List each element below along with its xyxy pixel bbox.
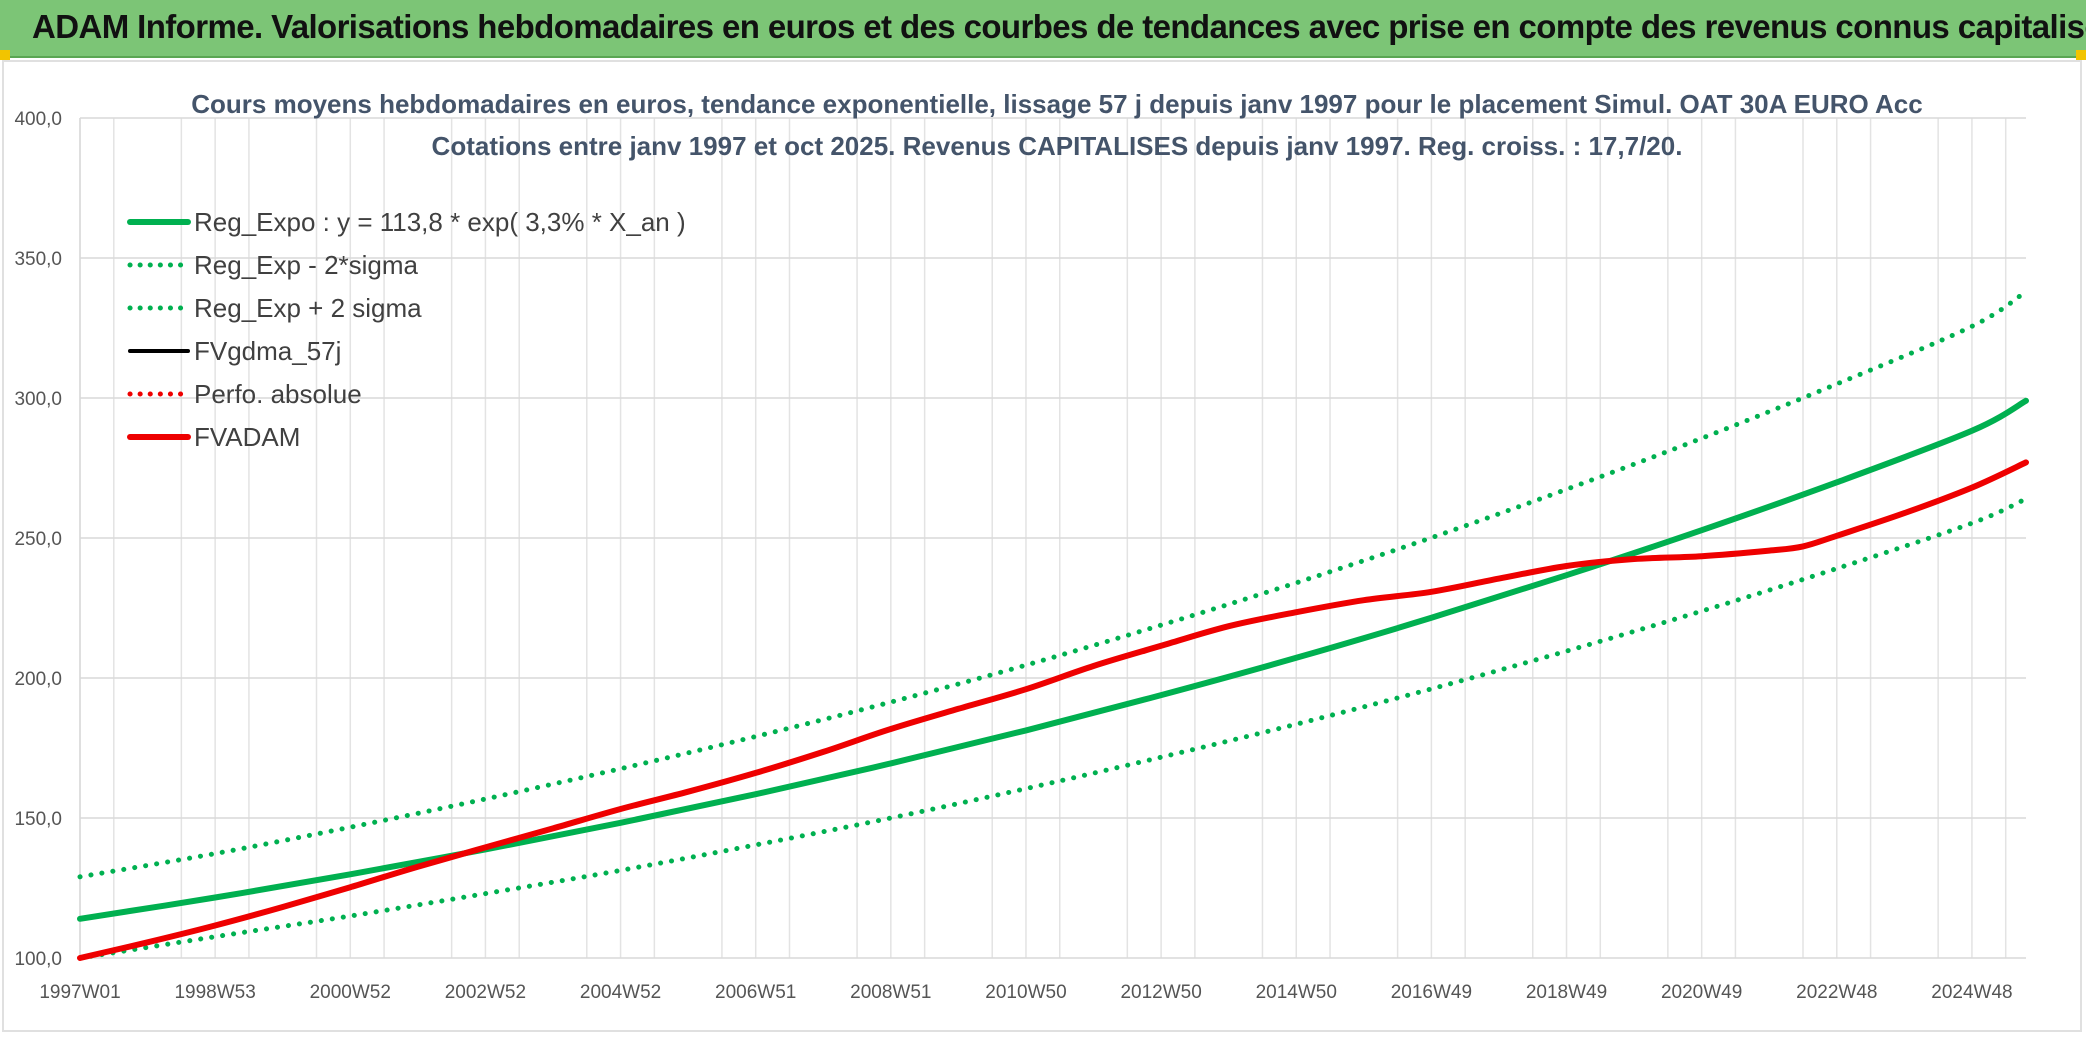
y-tick-label: 400,0 <box>14 109 62 130</box>
corner-marker-top-right <box>2076 50 2086 60</box>
series-line-3 <box>77 289 2029 880</box>
report-header: ADAM Informe. Valorisations hebdomadaire… <box>0 0 2086 58</box>
gridlines <box>79 117 2026 959</box>
x-tick-label: 1998W53 <box>174 982 255 1003</box>
legend: Reg_Expo : y = 113,8 * exp( 3,3% * X_an … <box>127 207 686 452</box>
y-tick-label: 150,0 <box>14 809 62 830</box>
series-line-2 <box>77 496 2029 961</box>
legend-label: Reg_Expo : y = 113,8 * exp( 3,3% * X_an … <box>194 207 686 237</box>
y-tick-label: 100,0 <box>14 949 62 970</box>
series-line-1 <box>77 397 2029 922</box>
legend-label: Perfo. absolue <box>194 379 362 409</box>
x-tick-label: 2020W49 <box>1661 982 1742 1003</box>
chart-title-line: Cotations entre janv 1997 et oct 2025. R… <box>432 131 1683 161</box>
series-line-4 <box>77 459 2029 961</box>
chart-frame <box>2 60 2082 1032</box>
x-tick-label: 2006W51 <box>715 982 796 1003</box>
x-tick-label: 2018W49 <box>1526 982 1607 1003</box>
y-tick-label: 300,0 <box>14 389 62 410</box>
x-tick-label: 2022W48 <box>1796 982 1877 1003</box>
x-tick-label: 2024W48 <box>1931 982 2012 1003</box>
x-tick-label: 2010W50 <box>985 982 1066 1003</box>
y-tick-label: 250,0 <box>14 529 62 550</box>
legend-label: Reg_Exp + 2 sigma <box>194 293 422 323</box>
legend-label: FVgdma_57j <box>194 336 341 366</box>
x-tick-label: 2002W52 <box>445 982 526 1003</box>
x-tick-label: 2000W52 <box>310 982 391 1003</box>
legend-label: FVADAM <box>194 422 300 452</box>
chart-title-line: Cours moyens hebdomadaires en euros, ten… <box>191 89 1922 119</box>
x-tick-label: 2014W50 <box>1256 982 1337 1003</box>
report-title: ADAM Informe. Valorisations hebdomadaire… <box>32 8 2086 45</box>
x-tick-label: 1997W01 <box>39 982 120 1003</box>
y-tick-label: 200,0 <box>14 669 62 690</box>
x-tick-label: 2016W49 <box>1391 982 1472 1003</box>
y-tick-label: 350,0 <box>14 249 62 270</box>
corner-marker-top-left <box>0 50 10 60</box>
x-tick-label: 2004W52 <box>580 982 661 1003</box>
chart-title: Cours moyens hebdomadaires en euros, ten… <box>191 89 1922 161</box>
x-tick-label: 2012W50 <box>1120 982 1201 1003</box>
legend-label: Reg_Exp - 2*sigma <box>194 250 419 280</box>
x-tick-label: 2008W51 <box>850 982 931 1003</box>
